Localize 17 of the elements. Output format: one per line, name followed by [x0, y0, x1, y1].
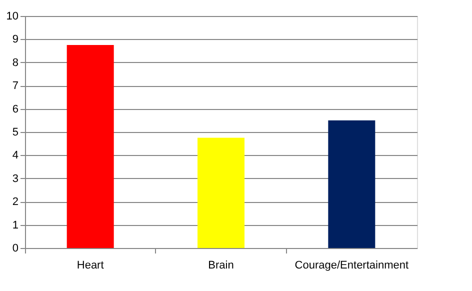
- y-tick-label: 3: [12, 172, 18, 185]
- y-tick-label: 6: [12, 103, 18, 116]
- y-tick-label: 1: [12, 219, 18, 232]
- x-tick-label: Brain: [208, 260, 234, 272]
- x-tick-label: Courage/Entertainment: [294, 260, 409, 272]
- y-tick-label: 8: [12, 56, 18, 69]
- bar: [328, 120, 376, 248]
- y-tick-label: 2: [12, 196, 18, 208]
- y-tick-label: 10: [6, 10, 18, 22]
- y-tick-label: 9: [12, 34, 18, 46]
- y-tick-label: 5: [12, 126, 18, 138]
- x-tick-label: Heart: [76, 260, 104, 272]
- y-tick-label: 4: [12, 150, 18, 162]
- y-tick-label: 7: [12, 80, 18, 92]
- y-tick-label: 0: [12, 242, 18, 254]
- bar: [198, 138, 244, 248]
- bar: [66, 45, 114, 248]
